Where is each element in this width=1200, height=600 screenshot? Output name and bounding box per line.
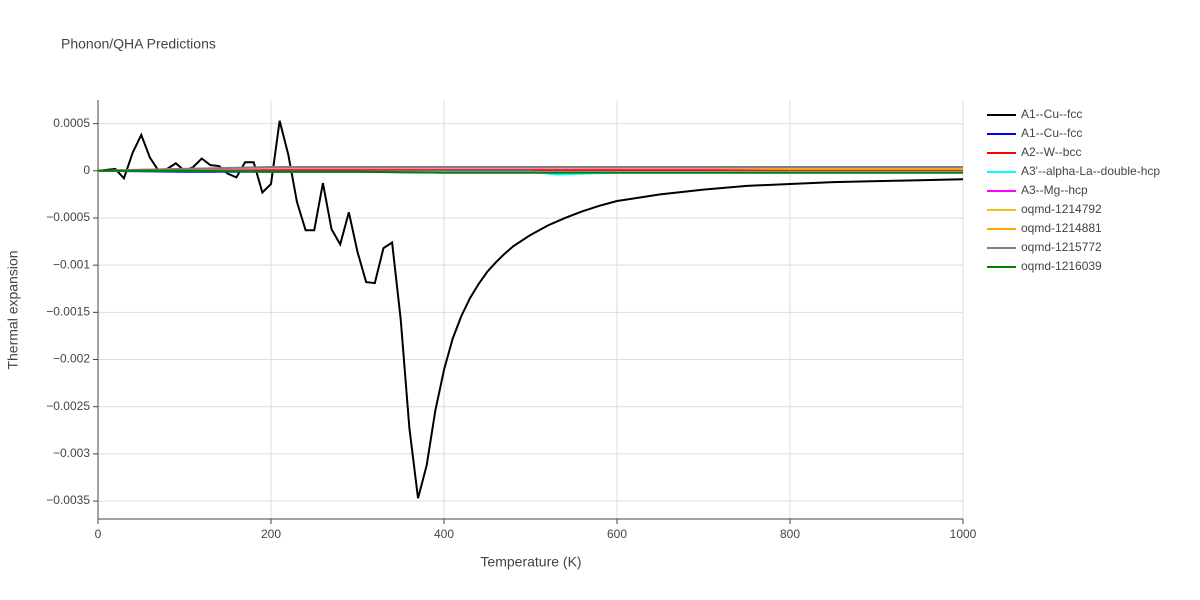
x-tick-label: 800 bbox=[780, 527, 800, 541]
legend-label: oqmd-1214881 bbox=[1021, 221, 1102, 235]
y-tick-label: −0.001 bbox=[53, 257, 90, 271]
x-tick-label: 200 bbox=[261, 527, 281, 541]
legend-label: A3--Mg--hcp bbox=[1021, 183, 1088, 197]
legend-label: A1--Cu--fcc bbox=[1021, 126, 1082, 140]
legend-label: A1--Cu--fcc bbox=[1021, 107, 1082, 121]
y-axis-title: Thermal expansion bbox=[5, 250, 21, 369]
x-axis-title: Temperature (K) bbox=[480, 554, 581, 570]
y-tick-label: −0.003 bbox=[53, 446, 90, 460]
series-line bbox=[97, 166, 963, 172]
x-tick-label: 400 bbox=[434, 527, 454, 541]
x-tick-label: 1000 bbox=[950, 527, 977, 541]
y-tick-label: 0 bbox=[83, 163, 90, 177]
series-line bbox=[97, 120, 964, 499]
chart-title: Phonon/QHA Predictions bbox=[61, 36, 216, 52]
y-tick-label: −0.0015 bbox=[46, 305, 90, 319]
series-line bbox=[98, 169, 963, 174]
legend-label: oqmd-1214792 bbox=[1021, 202, 1102, 216]
y-tick-label: −0.0005 bbox=[46, 210, 90, 224]
legend-label: oqmd-1216039 bbox=[1021, 259, 1102, 273]
y-tick-label: 0.0005 bbox=[53, 116, 90, 130]
legend-label: oqmd-1215772 bbox=[1021, 240, 1102, 254]
y-tick-label: −0.0035 bbox=[46, 493, 90, 507]
y-tick-label: −0.0025 bbox=[46, 399, 90, 413]
y-tick-label: −0.002 bbox=[53, 352, 90, 366]
x-tick-label: 600 bbox=[607, 527, 627, 541]
x-tick-label: 0 bbox=[95, 527, 102, 541]
legend-label: A2--W--bcc bbox=[1021, 145, 1081, 159]
legend-label: A3'--alpha-La--double-hcp bbox=[1021, 164, 1160, 178]
